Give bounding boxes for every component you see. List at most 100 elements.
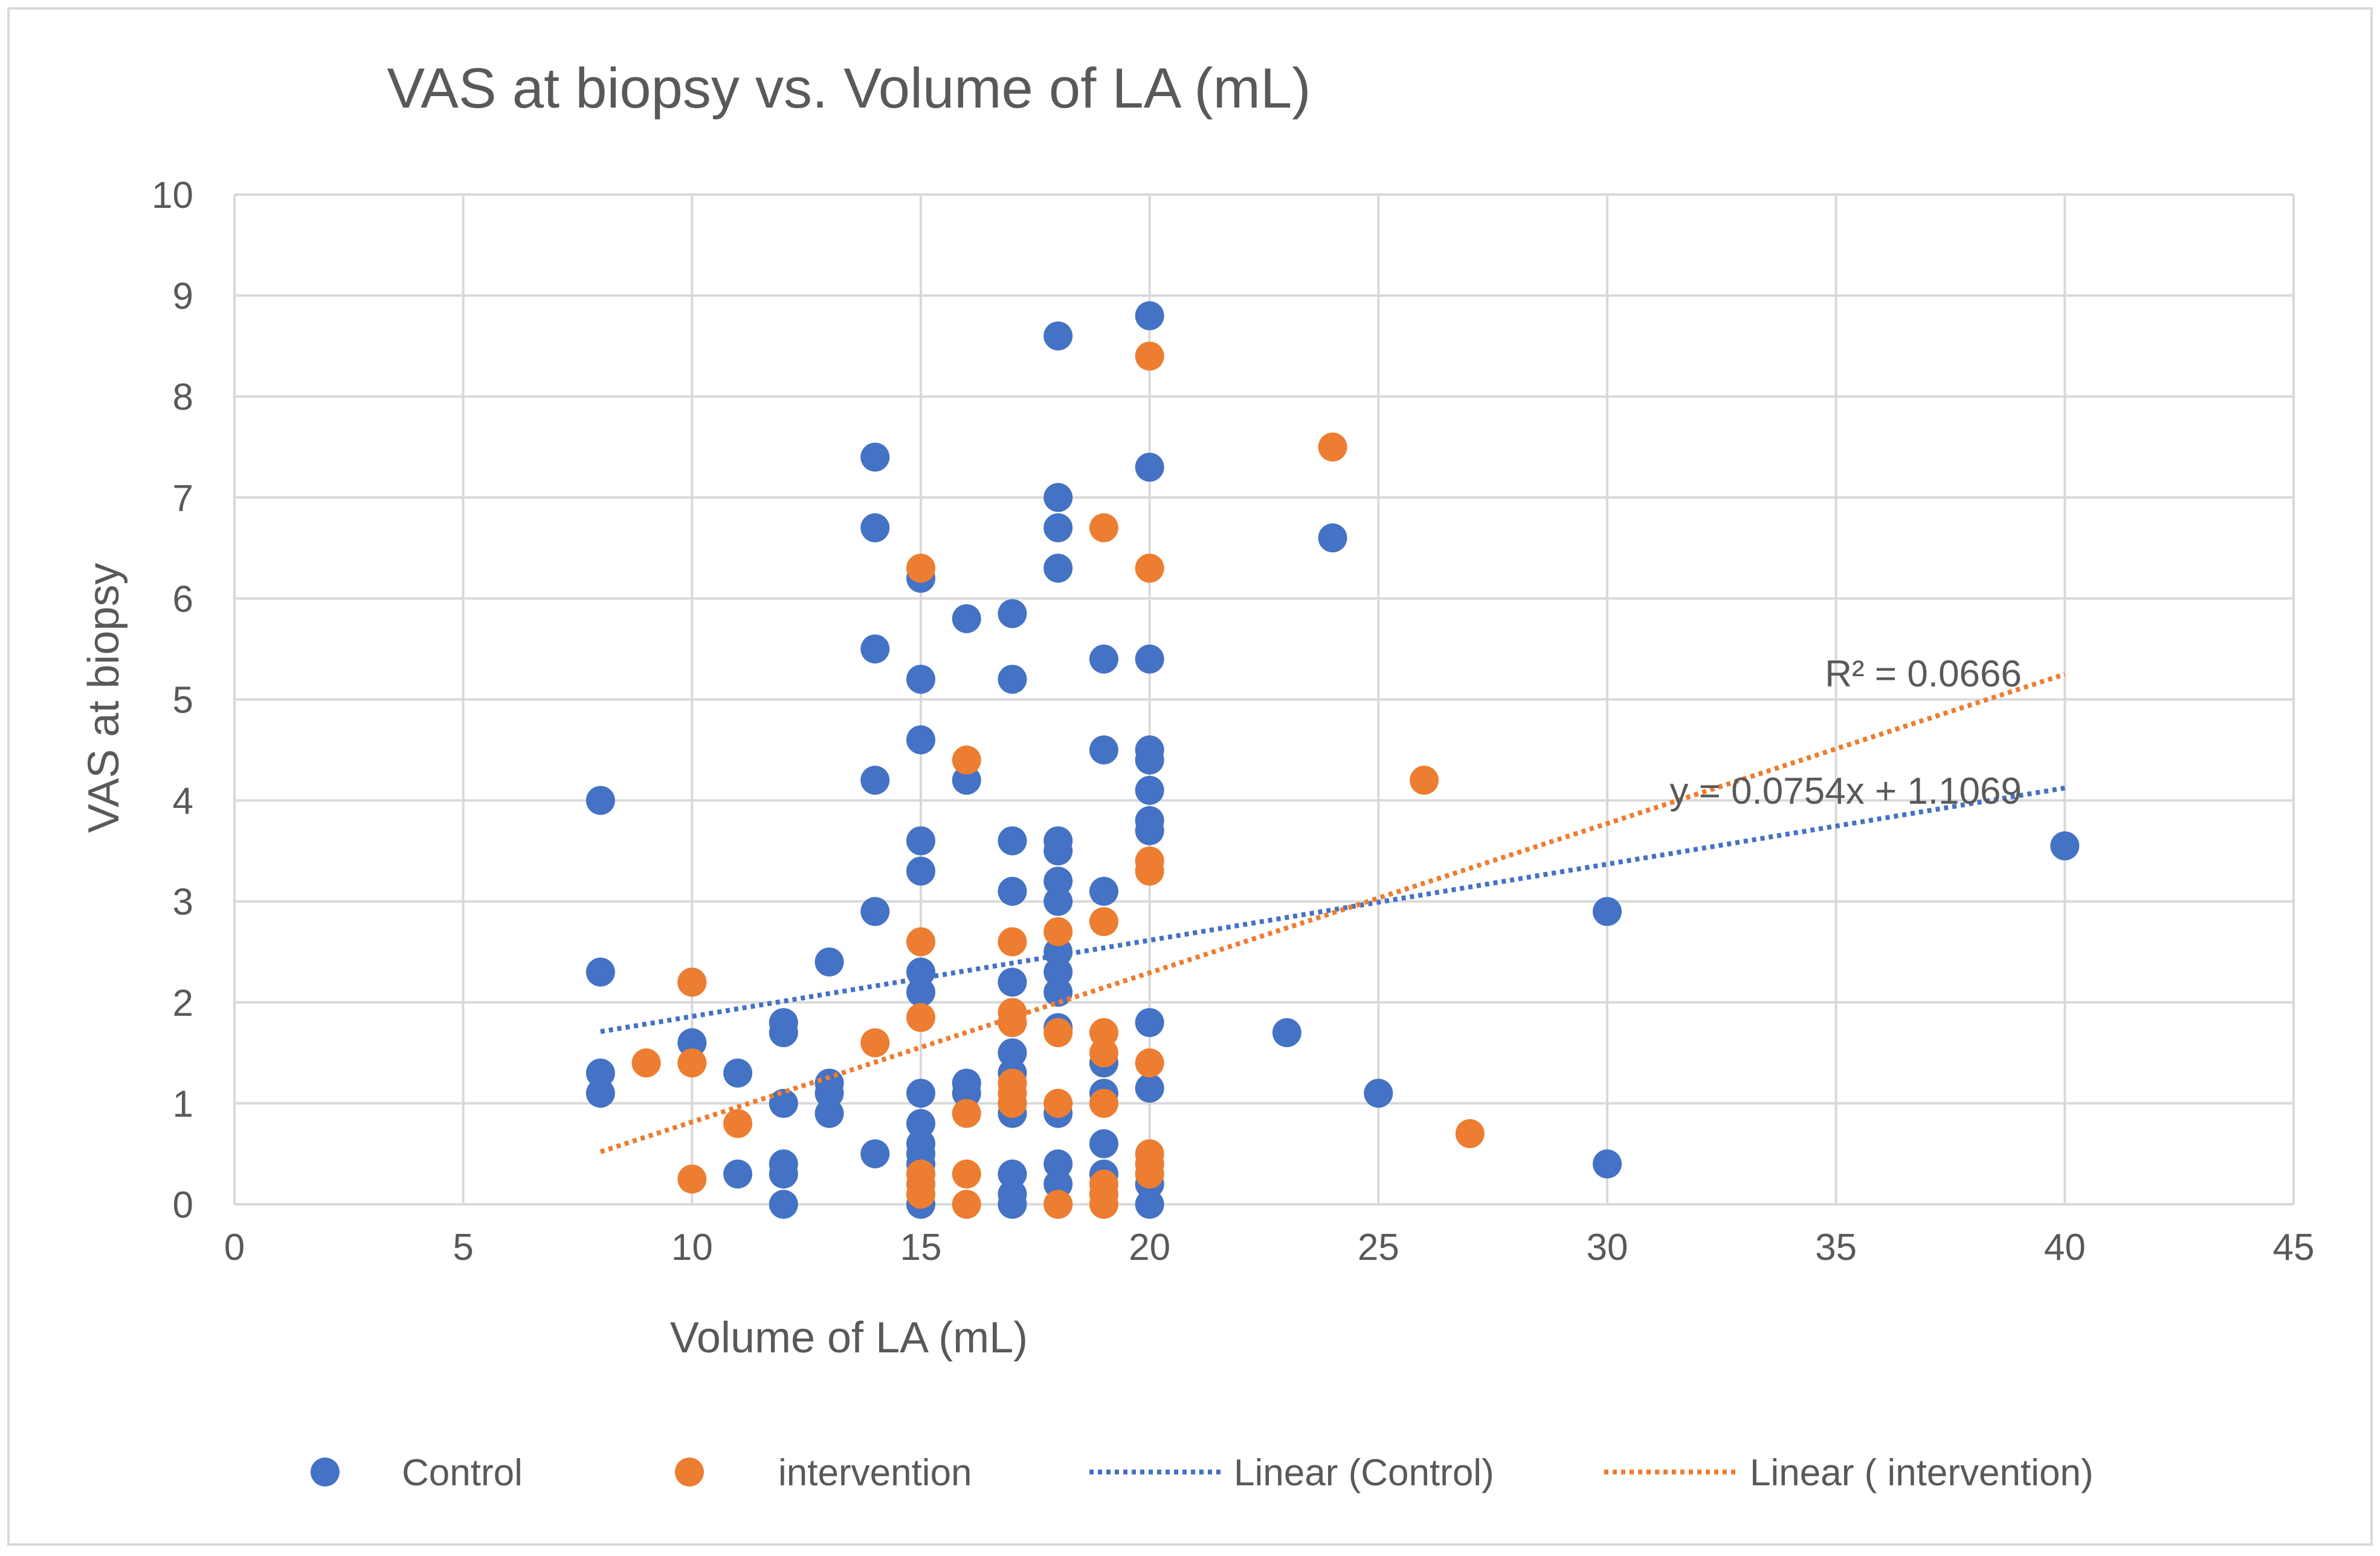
data-point bbox=[860, 1139, 890, 1169]
y-tick-label: 5 bbox=[173, 680, 193, 722]
data-point bbox=[1089, 1190, 1118, 1219]
data-point bbox=[1135, 1008, 1164, 1038]
data-point bbox=[1089, 907, 1118, 937]
data-point bbox=[1135, 554, 1164, 583]
data-point bbox=[1043, 554, 1073, 583]
data-point bbox=[677, 1028, 707, 1057]
data-point bbox=[1043, 957, 1073, 987]
data-point bbox=[952, 604, 981, 633]
x-tick-label: 25 bbox=[1358, 1227, 1399, 1268]
data-point bbox=[860, 1028, 890, 1057]
data-point bbox=[769, 1190, 798, 1219]
data-point bbox=[1135, 341, 1164, 371]
data-point bbox=[998, 1190, 1027, 1219]
data-point bbox=[1135, 644, 1164, 674]
trendline-r2-label: R² = 0.0666 bbox=[1825, 653, 2022, 695]
chart-title: VAS at biopsy vs. Volume of LA (mL) bbox=[387, 56, 1311, 120]
x-tick-label: 0 bbox=[224, 1227, 245, 1268]
data-point bbox=[1135, 745, 1164, 775]
data-point bbox=[1089, 1088, 1118, 1118]
data-point bbox=[677, 1048, 707, 1078]
x-tick-label: 15 bbox=[900, 1227, 942, 1268]
chart-border bbox=[7, 7, 2373, 1546]
data-point bbox=[769, 1088, 798, 1118]
data-point bbox=[906, 1079, 935, 1108]
data-point bbox=[906, 554, 935, 583]
data-point bbox=[1089, 1018, 1118, 1047]
data-point bbox=[677, 967, 707, 997]
data-point bbox=[1043, 321, 1073, 350]
data-point bbox=[998, 1159, 1027, 1189]
data-point bbox=[769, 1018, 798, 1047]
data-point bbox=[906, 665, 935, 694]
data-point bbox=[1043, 886, 1073, 916]
data-point bbox=[906, 1002, 935, 1032]
data-point bbox=[1135, 1073, 1164, 1103]
data-point bbox=[906, 725, 935, 755]
legend-label: Linear ( intervention) bbox=[1750, 1452, 2094, 1494]
data-point bbox=[1043, 1088, 1073, 1118]
data-point bbox=[1410, 766, 1439, 795]
data-point bbox=[906, 1109, 935, 1138]
data-point bbox=[1318, 523, 1347, 553]
data-point bbox=[1043, 867, 1073, 896]
legend-marker bbox=[311, 1458, 340, 1487]
x-tick-label: 20 bbox=[1129, 1227, 1170, 1268]
data-point bbox=[860, 442, 890, 472]
data-point bbox=[1043, 1169, 1073, 1199]
x-tick-label: 5 bbox=[453, 1227, 473, 1268]
gridlines bbox=[233, 193, 2295, 1206]
data-point bbox=[1135, 775, 1164, 805]
data-point bbox=[998, 1008, 1027, 1038]
data-point bbox=[1364, 1079, 1393, 1108]
data-point bbox=[998, 1038, 1027, 1068]
data-point bbox=[998, 967, 1027, 997]
data-point bbox=[860, 897, 890, 926]
data-point bbox=[952, 1190, 981, 1219]
legend-marker bbox=[675, 1458, 704, 1487]
data-point bbox=[952, 1099, 981, 1128]
data-point bbox=[1272, 1018, 1301, 1047]
y-tick-label: 4 bbox=[173, 781, 193, 822]
data-point bbox=[723, 1159, 753, 1189]
y-tick-label: 10 bbox=[152, 175, 193, 216]
data-point bbox=[906, 1180, 935, 1209]
data-point bbox=[585, 786, 615, 815]
series-1-points bbox=[631, 341, 1485, 1219]
data-point bbox=[998, 826, 1027, 856]
data-point bbox=[906, 927, 935, 957]
data-point bbox=[1043, 1190, 1073, 1219]
data-point bbox=[952, 1079, 981, 1108]
data-point bbox=[1135, 856, 1164, 886]
data-point bbox=[585, 957, 615, 987]
y-tick-label: 8 bbox=[173, 376, 193, 418]
data-point bbox=[860, 634, 890, 663]
data-point bbox=[1135, 1190, 1164, 1219]
data-point bbox=[1089, 1038, 1118, 1068]
data-point bbox=[585, 1058, 615, 1088]
data-point bbox=[814, 1079, 844, 1108]
data-point bbox=[723, 1109, 753, 1138]
y-tick-label: 1 bbox=[173, 1083, 193, 1125]
y-tick-label: 9 bbox=[173, 276, 193, 317]
legend-item: Linear (Control) bbox=[1089, 1452, 1494, 1494]
x-tick-label: 40 bbox=[2044, 1227, 2086, 1268]
data-point bbox=[1043, 836, 1073, 866]
data-point bbox=[1135, 453, 1164, 482]
y-tick-label: 2 bbox=[173, 983, 193, 1024]
legend-label: Control bbox=[402, 1452, 523, 1494]
data-point bbox=[1043, 513, 1073, 543]
data-point bbox=[677, 1164, 707, 1194]
y-tick-label: 7 bbox=[173, 477, 193, 519]
legend-item: Control bbox=[311, 1452, 523, 1494]
legend: Control intervention Linear (Control) Linea… bbox=[311, 1452, 2094, 1494]
data-point bbox=[1089, 876, 1118, 906]
data-point bbox=[1043, 937, 1073, 967]
data-points bbox=[585, 301, 2080, 1219]
y-tick-label: 0 bbox=[173, 1184, 193, 1226]
legend-item: intervention bbox=[675, 1452, 972, 1494]
data-point bbox=[1455, 1119, 1485, 1149]
x-tick-label: 35 bbox=[1815, 1227, 1857, 1268]
data-point bbox=[998, 599, 1027, 628]
data-point bbox=[1135, 301, 1164, 331]
